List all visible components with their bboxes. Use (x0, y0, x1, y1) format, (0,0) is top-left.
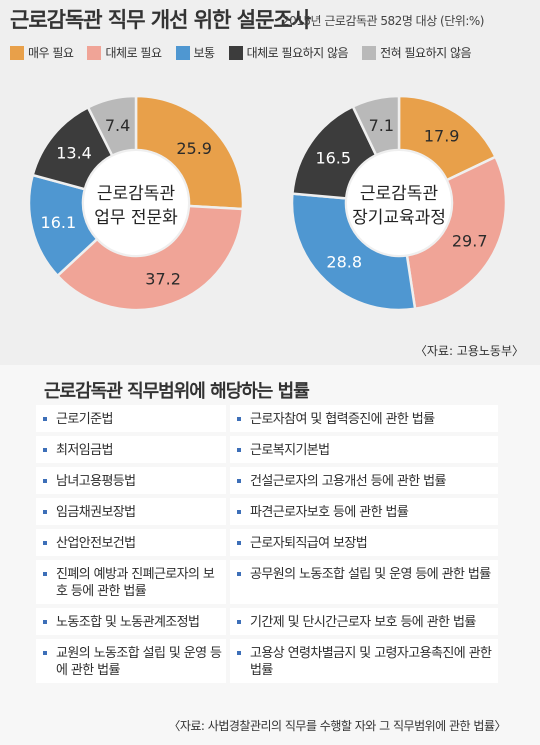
law-label: 파견근로자보호 등에 관한 법률 (250, 505, 409, 520)
slice-value-label: 13.4 (56, 143, 92, 162)
pie-slice (290, 192, 417, 312)
law-label: 공무원의 노동조합 설립 및 운영 등에 관한 법률 (250, 567, 491, 582)
law-item: 파견근로자보호 등에 관한 법률 (230, 498, 502, 525)
law-label: 근로자참여 및 협력증진에 관한 법률 (250, 412, 435, 427)
donut-center-label: 근로감독관 (97, 184, 175, 204)
legend-swatch (228, 45, 243, 60)
law-item: 산업안전보건법 (36, 529, 230, 556)
bullet-icon (237, 541, 241, 545)
law-label: 남녀고용평등법 (56, 474, 136, 489)
pie-slice (351, 94, 401, 157)
survey-source: 〈자료: 고용노동부〉 (414, 344, 524, 358)
slice-value-label: 7.1 (369, 116, 394, 135)
legend-label: 보통 (193, 46, 216, 60)
legend-swatch (175, 45, 190, 60)
law-item: 근로기준법 (36, 405, 230, 432)
pie-slice (134, 94, 245, 211)
slice-value-label: 29.7 (452, 231, 488, 250)
legend-label: 대체로 필요 (105, 46, 162, 60)
bullet-icon (237, 572, 241, 576)
donut-center-label: 업무 전문화 (94, 208, 178, 228)
legend-swatch (10, 45, 24, 60)
legend-item: 대체로 필요 (87, 44, 162, 61)
law-item: 근로복지기본법 (230, 436, 502, 463)
bullet-icon (43, 479, 47, 483)
bullet-icon (43, 541, 47, 545)
legend: 매우 필요 대체로 필요 보통 대체로 필요하지 않음 전혀 필요하지 않음 (10, 44, 472, 61)
bullet-icon (43, 448, 47, 452)
pie-slice (55, 204, 245, 312)
law-label: 근로자퇴직급여 보장법 (250, 536, 368, 551)
slice-value-label: 16.1 (41, 213, 77, 232)
bullet-icon (237, 448, 241, 452)
law-item: 근로자퇴직급여 보장법 (230, 529, 502, 556)
legend-swatch (87, 45, 102, 60)
law-item: 교원의 노동조합 설립 및 운영 등에 관한 법률 (36, 639, 230, 683)
bullet-icon (43, 572, 47, 576)
bullet-icon (237, 510, 241, 514)
bullet-icon (237, 651, 241, 655)
donut-center-label: 근로감독관 (360, 184, 438, 204)
bullet-icon (43, 417, 47, 421)
law-label: 기간제 및 단시간근로자 보호 등에 관한 법률 (250, 615, 476, 630)
law-item: 고용상 연령차별금지 및 고령자고용촉진에 관한 법률 (230, 639, 502, 683)
donut-center (347, 151, 451, 255)
law-item: 공무원의 노동조합 설립 및 운영 등에 관한 법률 (230, 560, 502, 604)
slice-value-label: 37.2 (145, 269, 181, 288)
law-label: 근로기준법 (56, 412, 113, 427)
law-label: 진폐의 예방과 진폐근로자의 보호 등에 관한 법률 (56, 567, 215, 599)
legend-item: 매우 필요 (10, 44, 74, 61)
law-item: 임금채권보장법 (36, 498, 230, 525)
slice-value-label: 7.4 (105, 116, 130, 135)
law-item: 최저임금법 (36, 436, 230, 463)
law-label: 임금채권보장법 (56, 505, 136, 520)
chart-subtitle: 2015년 근로감독관 582명 대상 (단위:%) (282, 14, 484, 28)
law-item: 기간제 및 단시간근로자 보호 등에 관한 법률 (230, 608, 502, 635)
law-item: 남녀고용평등법 (36, 467, 230, 494)
bullet-icon (237, 479, 241, 483)
pie-slice (405, 155, 508, 311)
bullet-icon (43, 620, 47, 624)
law-label: 산업안전보건법 (56, 536, 136, 551)
bullet-icon (237, 417, 241, 421)
legend-item: 보통 (175, 44, 216, 61)
laws-title: 근로감독관 직무범위에 해당하는 법률 (44, 381, 310, 402)
law-item: 노동조합 및 노동관계조정법 (36, 608, 230, 635)
legend-item: 대체로 필요하지 않음 (228, 44, 349, 61)
legend-label: 대체로 필요하지 않음 (246, 46, 349, 60)
legend-label: 매우 필요 (28, 46, 74, 60)
legend-swatch (362, 45, 377, 60)
donut-center (84, 151, 188, 255)
pie-slice (86, 94, 138, 158)
slice-value-label: 16.5 (315, 148, 351, 167)
bullet-icon (43, 651, 47, 655)
survey-panel: 근로감독관 직무 개선 위한 설문조사 2015년 근로감독관 582명 대상 … (0, 0, 540, 365)
law-item: 근로자참여 및 협력증진에 관한 법률 (230, 405, 502, 432)
laws-source: 〈자료: 사법경찰관리의 직무를 수행할 자와 그 직무범위에 관한 법률〉 (168, 719, 506, 733)
law-label: 고용상 연령차별금지 및 고령자고용촉진에 관한 법률 (250, 646, 492, 678)
laws-panel: 근로감독관 직무범위에 해당하는 법률 근로기준법 근로자참여 및 협력증진에 관… (0, 365, 540, 745)
slice-value-label: 25.9 (176, 139, 212, 158)
slice-value-label: 17.9 (424, 126, 460, 145)
legend-item: 전혀 필요하지 않음 (362, 44, 472, 61)
law-item: 진폐의 예방과 진폐근로자의 보호 등에 관한 법률 (36, 560, 230, 604)
law-label: 교원의 노동조합 설립 및 운영 등에 관한 법률 (56, 646, 222, 678)
legend-label: 전혀 필요하지 않음 (380, 46, 472, 60)
law-label: 노동조합 및 노동관계조정법 (56, 615, 200, 630)
bullet-icon (43, 510, 47, 514)
law-label: 근로복지기본법 (250, 443, 330, 458)
bullet-icon (237, 620, 241, 624)
donut-center-label: 장기교육과정 (352, 208, 446, 228)
chart-title: 근로감독관 직무 개선 위한 설문조사 (10, 8, 311, 32)
law-label: 최저임금법 (56, 443, 113, 458)
slice-value-label: 28.8 (326, 252, 362, 271)
law-label: 건설근로자의 고용개선 등에 관한 법률 (250, 474, 446, 489)
law-item: 건설근로자의 고용개선 등에 관한 법률 (230, 467, 502, 494)
